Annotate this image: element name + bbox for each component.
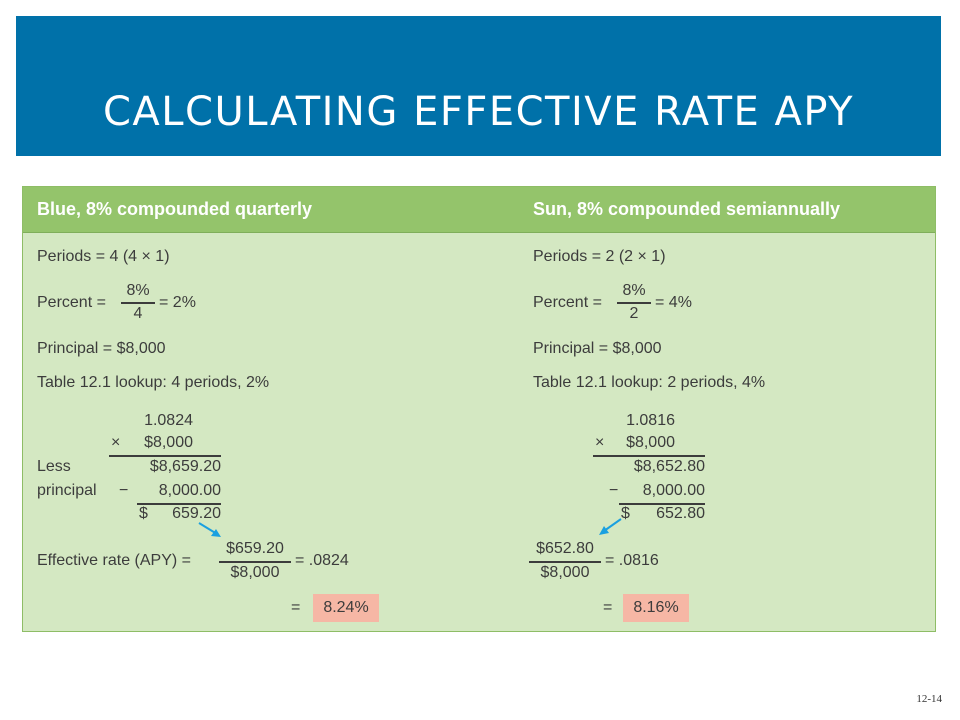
right-factor: 1.0816	[626, 412, 675, 429]
right-minus-sign: −	[609, 482, 619, 499]
left-multiplier: $8,000	[144, 434, 193, 451]
left-percent-result: = 2%	[159, 294, 196, 311]
right-apy-decimal: = .0816	[605, 552, 659, 569]
right-arrow-icon	[599, 518, 622, 535]
right-apy-percent: 8.16%	[623, 594, 689, 622]
right-percent-label: Percent =	[533, 294, 602, 311]
right-dollar: $	[621, 505, 630, 522]
left-interest: 659.20	[172, 505, 221, 522]
right-percent-numerator: 8%	[622, 282, 646, 299]
right-interest-rule	[619, 503, 705, 505]
left-apy-decimal: = .0824	[295, 552, 349, 569]
right-times-sign: ×	[595, 434, 605, 451]
page-number: 12-14	[916, 693, 942, 705]
right-apy-fraction-bar	[529, 561, 601, 563]
right-equals: =	[603, 599, 613, 616]
right-product: $8,652.80	[633, 458, 705, 475]
right-periods: Periods = 2 (2 × 1)	[533, 248, 666, 265]
left-times-sign: ×	[111, 434, 121, 451]
left-principal: Principal = $8,000	[37, 340, 166, 357]
left-percent-numerator: 8%	[126, 282, 150, 299]
right-multiplier: $8,000	[626, 434, 675, 451]
left-product-rule	[109, 455, 221, 457]
right-percent-fraction-bar	[617, 302, 651, 304]
left-equals: =	[291, 599, 301, 616]
right-percent-result: = 4%	[655, 294, 692, 311]
right-percent-denominator: 2	[629, 305, 639, 322]
left-factor: 1.0824	[144, 412, 193, 429]
left-less-label: Less	[37, 458, 71, 475]
right-interest: 652.80	[656, 505, 705, 522]
left-percent-label: Percent =	[37, 294, 106, 311]
left-dollar: $	[139, 505, 148, 522]
left-periods: Periods = 4 (4 × 1)	[37, 248, 170, 265]
left-apy-fraction-bar	[219, 561, 291, 563]
slide-title: CALCULATING EFFECTIVE RATE APY	[102, 89, 855, 135]
left-apy-numerator: $659.20	[226, 540, 284, 557]
left-minus-sign: −	[119, 482, 129, 499]
left-apy-label: Effective rate (APY) =	[37, 552, 191, 569]
left-apy-percent: 8.24%	[313, 594, 379, 622]
title-bar: CALCULATING EFFECTIVE RATE APY	[16, 16, 941, 156]
right-apy-numerator: $652.80	[536, 540, 594, 557]
left-arrow-icon	[198, 522, 221, 537]
left-percent-denominator: 4	[133, 305, 143, 322]
left-subtract: 8,000.00	[158, 482, 221, 499]
right-lookup: Table 12.1 lookup: 2 periods, 4%	[533, 374, 766, 391]
right-principal: Principal = $8,000	[533, 340, 662, 357]
comparison-panel: Blue, 8% compounded quarterly Sun, 8% co…	[22, 186, 936, 632]
left-percent-fraction-bar	[121, 302, 155, 304]
panel-header: Blue, 8% compounded quarterly Sun, 8% co…	[23, 187, 935, 233]
right-product-rule	[593, 455, 705, 457]
left-principal-label: principal	[37, 482, 97, 499]
left-product: $8,659.20	[149, 458, 221, 475]
right-subtract: 8,000.00	[642, 482, 705, 499]
left-heading: Blue, 8% compounded quarterly	[37, 199, 313, 219]
left-apy-denominator: $8,000	[230, 564, 280, 581]
right-heading: Sun, 8% compounded semiannually	[533, 199, 841, 219]
right-apy-denominator: $8,000	[540, 564, 590, 581]
left-lookup: Table 12.1 lookup: 4 periods, 2%	[37, 374, 270, 391]
left-interest-rule	[137, 503, 221, 505]
